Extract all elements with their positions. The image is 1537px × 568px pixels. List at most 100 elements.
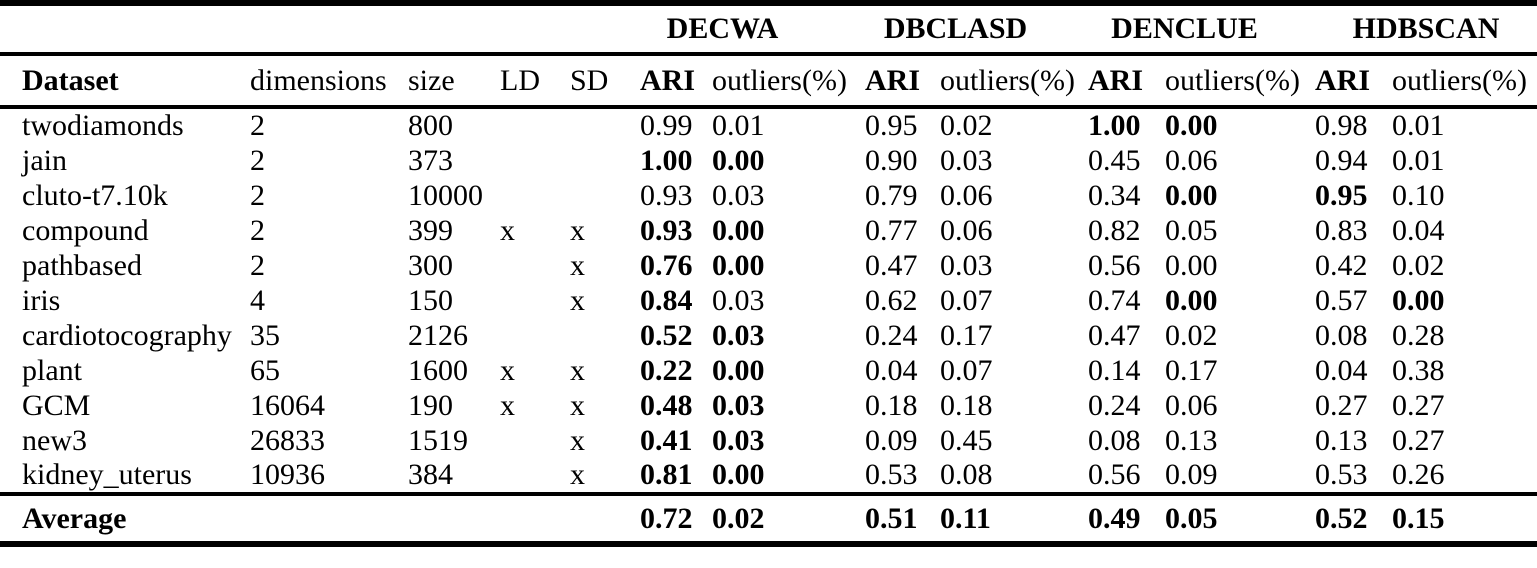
size-value: 800 [408, 109, 453, 142]
ari-value: 0.79 [865, 178, 918, 212]
dataset-name: new3 [22, 423, 87, 457]
ari-value: 0.04 [865, 353, 918, 387]
sd-flag [570, 178, 640, 213]
outliers-value: 0.45 [940, 423, 993, 457]
algorithm-header-decwa: DECWA [666, 12, 779, 45]
ari-value: 0.27 [1315, 388, 1368, 422]
sd-flag: x [570, 213, 585, 247]
dataset-name: compound [22, 213, 149, 247]
benchmark-results-table: DECWA DBCLASD DENCLUE HDBSCAN Dataset di… [0, 0, 1537, 547]
table-row: kidney_uterus 10936 384 x 0.81 0.00 0.53 0.08 0.… [0, 458, 1537, 494]
col-header-ari: ARI [640, 63, 696, 97]
dimensions-value: 10936 [250, 458, 325, 491]
ari-value: 0.53 [865, 458, 918, 491]
ari-value: 0.56 [1088, 248, 1141, 282]
ld-flag [500, 458, 570, 494]
dimensions-value: 4 [250, 283, 265, 317]
dimensions-value: 2 [250, 248, 265, 282]
ari-value: 0.08 [1088, 423, 1141, 457]
ari-value: 0.98 [1315, 109, 1368, 142]
dataset-name: twodiamonds [22, 109, 184, 142]
table-row: pathbased 2 300 x 0.76 0.00 0.47 0.03 0.56 0.00 0.… [0, 248, 1537, 283]
col-header-ari: ARI [1315, 63, 1371, 97]
ari-value: 0.81 [640, 458, 693, 491]
ari-value: 0.51 [865, 501, 918, 535]
outliers-value: 0.27 [1392, 388, 1445, 422]
ari-value: 0.04 [1315, 353, 1368, 387]
dataset-name: pathbased [22, 248, 142, 282]
ari-value: 0.47 [865, 248, 918, 282]
ari-value: 1.00 [1088, 109, 1141, 142]
ari-value: 0.13 [1315, 423, 1368, 457]
outliers-value: 0.13 [1165, 423, 1218, 457]
dimensions-value: 2 [250, 178, 265, 212]
average-label: Average [22, 501, 127, 535]
sd-flag [570, 143, 640, 178]
ari-value: 0.99 [640, 109, 693, 142]
ld-flag: x [500, 213, 515, 247]
ld-flag [500, 178, 570, 213]
ari-value: 0.48 [640, 388, 693, 422]
outliers-value: 0.00 [712, 458, 765, 491]
ld-flag [500, 423, 570, 458]
outliers-value: 0.03 [712, 423, 765, 457]
outliers-value: 0.17 [1165, 353, 1218, 387]
ari-value: 0.45 [1088, 143, 1141, 177]
table-row: new3 26833 1519 x 0.41 0.03 0.09 0.45 0.08 0.13 0.… [0, 423, 1537, 458]
col-header-size: size [408, 63, 455, 97]
outliers-value: 0.00 [1165, 178, 1218, 212]
sd-flag: x [570, 248, 585, 282]
outliers-value: 0.00 [712, 248, 765, 282]
ari-value: 0.77 [865, 213, 918, 247]
outliers-value: 0.07 [940, 283, 993, 317]
dimensions-value: 65 [250, 353, 280, 387]
outliers-value: 0.06 [940, 213, 993, 247]
ari-value: 0.95 [1315, 178, 1368, 212]
algorithm-header-row: DECWA DBCLASD DENCLUE HDBSCAN [0, 3, 1537, 54]
algorithm-header-denclue: DENCLUE [1111, 12, 1258, 45]
ari-value: 0.56 [1088, 458, 1141, 491]
ari-value: 0.49 [1088, 501, 1141, 535]
ari-value: 0.93 [640, 178, 693, 212]
outliers-value: 0.07 [940, 353, 993, 387]
col-header-outliers: outliers(%) [712, 63, 847, 97]
ari-value: 0.24 [1088, 388, 1141, 422]
dimensions-value: 16064 [250, 388, 325, 422]
outliers-value: 0.10 [1392, 178, 1445, 212]
outliers-value: 0.03 [940, 248, 993, 282]
col-header-dataset: Dataset [22, 63, 119, 97]
outliers-value: 0.38 [1392, 353, 1445, 387]
table-row: iris 4 150 x 0.84 0.03 0.62 0.07 0.74 0.00 0.57 0.0… [0, 283, 1537, 318]
table-row: jain 2 373 1.00 0.00 0.90 0.03 0.45 0.06 0.94 0.01 [0, 143, 1537, 178]
sd-flag: x [570, 388, 585, 422]
outliers-value: 0.03 [712, 388, 765, 422]
dimensions-value: 35 [250, 318, 280, 352]
size-value: 384 [408, 458, 453, 491]
ari-value: 0.95 [865, 109, 918, 142]
outliers-value: 0.28 [1392, 318, 1445, 352]
outliers-value: 0.04 [1392, 213, 1445, 247]
outliers-value: 0.05 [1165, 501, 1218, 535]
outliers-value: 0.06 [1165, 143, 1218, 177]
ld-flag: x [500, 388, 515, 422]
size-value: 150 [408, 283, 453, 317]
table-row: plant 65 1600 x x 0.22 0.00 0.04 0.07 0.14 0.17 0.0… [0, 353, 1537, 388]
outliers-value: 0.03 [712, 283, 765, 317]
ari-value: 0.22 [640, 353, 693, 387]
outliers-value: 0.01 [1392, 143, 1445, 177]
table-row: compound 2 399 x x 0.93 0.00 0.77 0.06 0.82 0.05 0.… [0, 213, 1537, 248]
dimensions-value: 2 [250, 213, 265, 247]
ari-value: 1.00 [640, 143, 693, 177]
size-value: 1519 [408, 423, 468, 457]
ld-flag [500, 248, 570, 283]
ari-value: 0.90 [865, 143, 918, 177]
outliers-value: 0.15 [1392, 501, 1445, 535]
outliers-value: 0.00 [712, 353, 765, 387]
dataset-name: jain [22, 143, 67, 177]
size-value: 190 [408, 388, 453, 422]
algorithm-header-hdbscan: HDBSCAN [1352, 12, 1500, 45]
ari-value: 0.41 [640, 423, 693, 457]
ari-value: 0.62 [865, 283, 918, 317]
ari-value: 0.47 [1088, 318, 1141, 352]
ari-value: 0.42 [1315, 248, 1368, 282]
